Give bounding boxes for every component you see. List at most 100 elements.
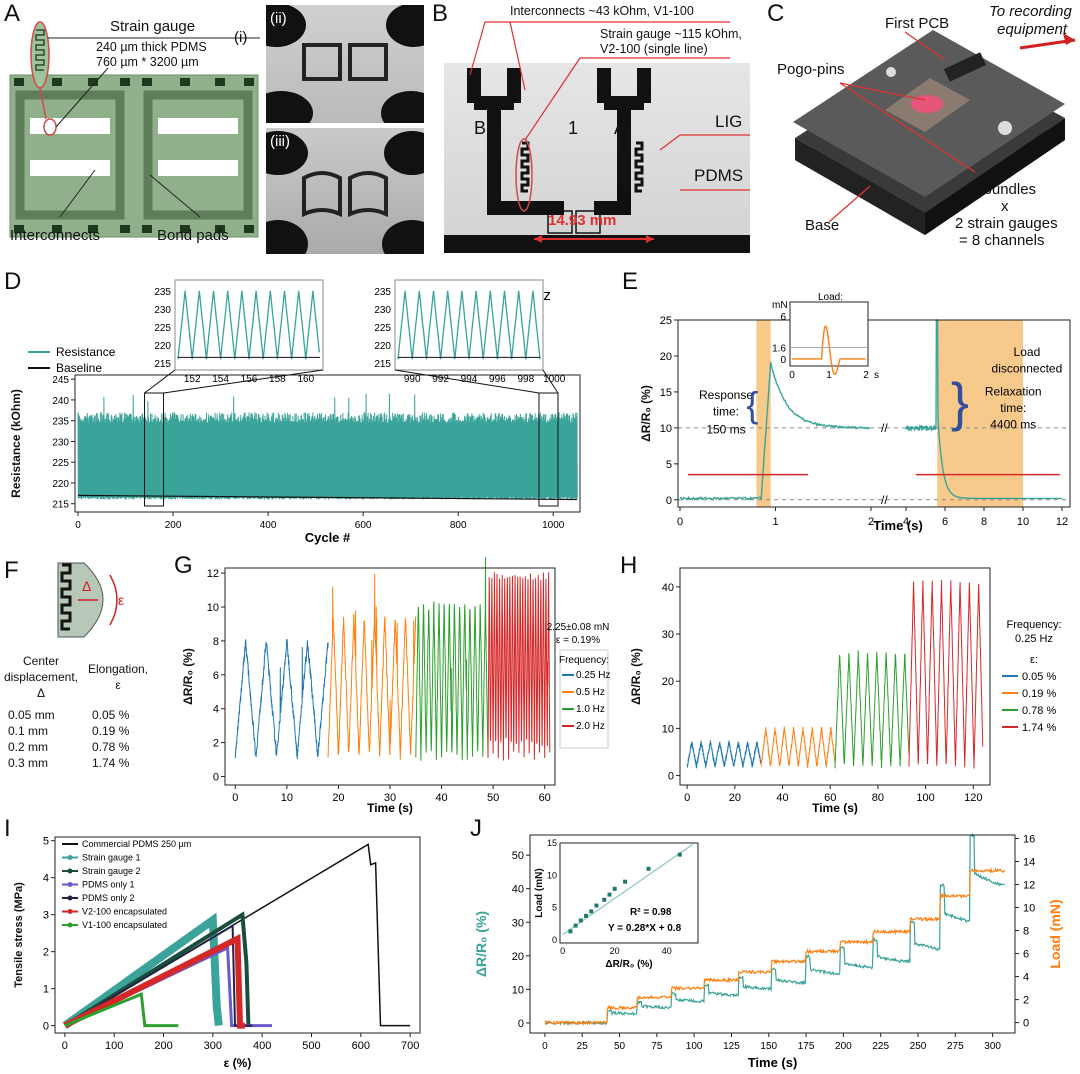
response-highlight [756, 320, 771, 507]
e-inset-x-label: 1 [826, 370, 832, 381]
panel-label-e: E [622, 268, 639, 295]
h-y-tick-label: 40 [662, 582, 674, 594]
h-x-tick-label: 40 [776, 792, 788, 804]
plot-frame [529, 834, 1016, 1034]
j-x-tick-label: 225 [872, 1041, 889, 1052]
g-legend-item: 0.5 Hz [576, 687, 605, 698]
inset-x-label: 158 [269, 374, 286, 385]
g-legend-box [559, 649, 609, 749]
chart-g: 0 2 4 6 8 10 12 0 10 20 30 40 50 60 Time (s) ΔR/R₀ (%) 2… [181, 557, 610, 815]
j-x-tick-label: 75 [651, 1041, 663, 1052]
e-xlabel: Time (s) [873, 518, 923, 533]
zoom-box-2 [538, 392, 559, 507]
g-series-10Hz [415, 557, 489, 761]
g-y-tick-label: 2 [213, 738, 219, 750]
e-y-tick-label: 10 [660, 423, 672, 435]
j-yr-tick-label: 6 [1023, 949, 1029, 961]
j-ylabel-left: ΔR/R₀ (%) [473, 911, 489, 977]
j-inset-frame [559, 842, 699, 944]
panel-label-g: G [174, 552, 193, 579]
h-series-019 [760, 726, 836, 768]
panel-d: D 215 220 225 230 235 240 245 0 200 400 600 800 1000… [0, 262, 600, 552]
j-yl-tick-label: 0 [518, 1018, 524, 1030]
e-inset-unit: mN [772, 300, 788, 311]
inset-y-label: 230 [374, 305, 391, 316]
relax-l1: Relaxation [985, 385, 1042, 399]
label-sub-iii: (iii) [270, 133, 290, 150]
j-inset-point [568, 929, 573, 934]
d-y-tick-label: 220 [52, 479, 69, 490]
mark-1: 1 [568, 118, 579, 138]
j-yr-tick-label: 2 [1023, 995, 1029, 1007]
j-x-tick-label: 50 [614, 1041, 626, 1052]
g-legend-item: 1.0 Hz [576, 704, 605, 715]
label-delta: Δ [82, 578, 92, 594]
d-x-tick-label: 1000 [542, 520, 565, 531]
j-inset-y-label: 10 [547, 870, 557, 880]
i-y-tick-label: 2 [43, 947, 49, 959]
j-x-tick-label: 150 [760, 1041, 777, 1052]
j-x-tick-label: 25 [577, 1041, 589, 1052]
inset-2-resistance [397, 290, 541, 360]
i-x-tick-label: 700 [401, 1040, 419, 1052]
g-legend-title: Frequency: [559, 655, 609, 666]
inset-y-label: 230 [154, 305, 171, 316]
f-header-elongation: Elongation, [87, 662, 149, 676]
d-x-tick-label: 0 [75, 520, 81, 531]
j-yl-tick-label: 10 [512, 984, 524, 996]
j-inset-y-label: 5 [552, 903, 557, 913]
i-legend-item: Commercial PDMS 250 µm [82, 839, 191, 849]
label-channels: = 8 channels [959, 232, 1045, 249]
zoom-line [542, 369, 559, 394]
f-header-eps: ε [115, 678, 121, 692]
j-inset-xlabel: ΔR/R₀ (%) [605, 959, 652, 970]
label-bundles: 4 bundles [971, 181, 1037, 198]
j-x-tick-label: 200 [835, 1041, 852, 1052]
panel-label-i: I [4, 815, 11, 842]
g-x-tick-label: 10 [281, 792, 293, 804]
g-ylabel: ΔR/R₀ (%) [181, 648, 195, 705]
inset-x-label: 990 [404, 374, 421, 385]
e-y-tick-label: 15 [660, 387, 672, 399]
brace-left: { [746, 384, 758, 425]
j-inset-point [602, 897, 607, 902]
panel-f: F Δ ε Center displacement, Δ Elongation,… [0, 555, 170, 815]
i-series-0 [64, 843, 411, 1027]
j-yl-tick-label: 40 [512, 884, 524, 896]
e-y-tick-label: 25 [660, 315, 672, 327]
e-y-tick-label: 20 [660, 351, 672, 363]
h-legend-title: ε: [1030, 654, 1038, 666]
j-series-load [544, 867, 1006, 1026]
photo-ii: (ii) [266, 5, 424, 123]
plot-frame [74, 374, 581, 513]
i-x-tick-label: 600 [352, 1040, 370, 1052]
i-xlabel: ε (%) [224, 1056, 252, 1070]
g-x-tick-label: 60 [539, 792, 551, 804]
i-x-tick-label: 200 [154, 1040, 172, 1052]
i-y-tick-label: 5 [43, 836, 49, 848]
relax-l2: time: [1000, 401, 1026, 415]
label-to-recording-2: equipment [997, 21, 1068, 38]
j-x-tick-label: 125 [723, 1041, 740, 1052]
i-legend-item: Strain gauge 2 [82, 866, 141, 876]
resistance-series [77, 393, 578, 500]
inset-y-label: 225 [154, 323, 171, 334]
j-inset-point [607, 892, 612, 897]
h-freq-1: Frequency: [1006, 619, 1061, 631]
e-inset-x-label: 2 [863, 370, 869, 381]
j-inset-point [612, 886, 617, 891]
plot-frame [54, 836, 421, 1034]
h-x-tick-label: 0 [684, 792, 690, 804]
e-x-tick-label: 0 [677, 516, 683, 528]
e-inset-load [792, 325, 866, 376]
label-to-recording-1: To recording [989, 3, 1072, 20]
recording-device [793, 30, 1076, 235]
e-x-tick-label: 6 [942, 516, 948, 528]
j-yl-tick-label: 30 [512, 917, 524, 929]
e-x-tick-label: 10 [1017, 516, 1029, 528]
d-x-tick-label: 800 [450, 520, 467, 531]
label-bond-pads: Bond pads [157, 227, 229, 244]
j-series-resistance [544, 832, 1006, 1026]
j-yr-tick-label: 12 [1023, 880, 1035, 892]
